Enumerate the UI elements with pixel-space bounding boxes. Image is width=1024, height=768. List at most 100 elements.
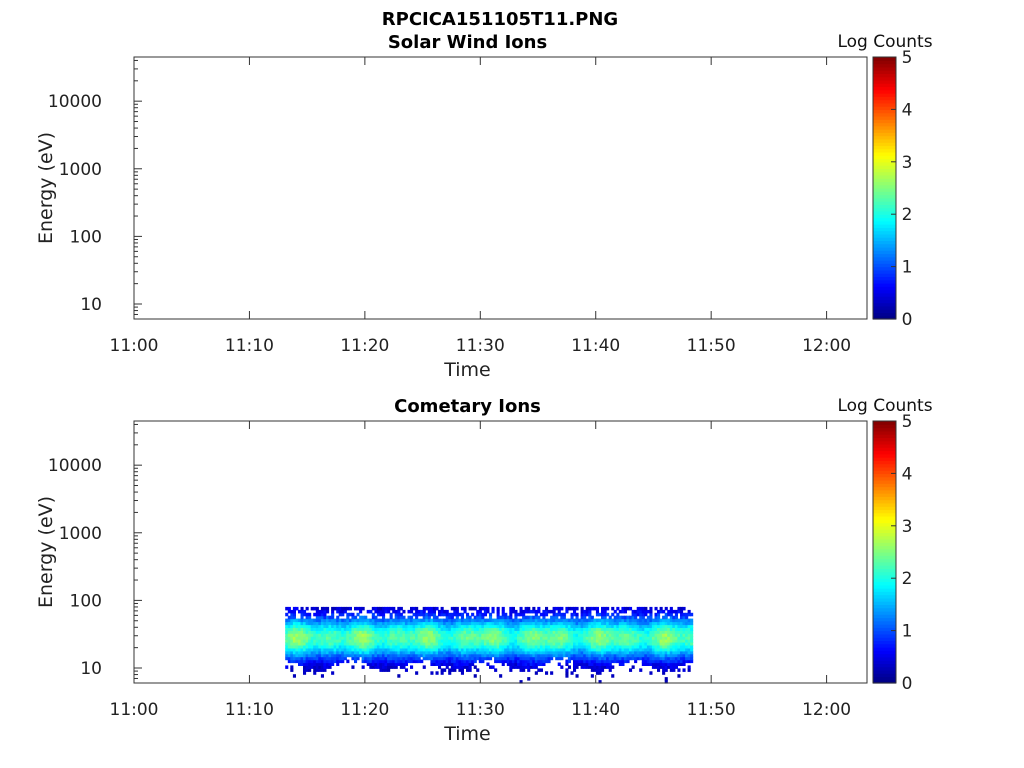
- spectrogram-cell: [354, 618, 358, 623]
- spectrogram-cell: [318, 647, 322, 652]
- spectrogram-cell: [387, 609, 391, 614]
- spectrogram-cell: [412, 627, 416, 631]
- spectrogram-cell: [476, 627, 480, 631]
- spectrogram-cell: [542, 662, 546, 666]
- spectrogram-cell: [392, 653, 396, 658]
- spectrogram-cell: [504, 627, 508, 631]
- spectrogram-cell: [394, 665, 398, 669]
- spectrogram-cell: [387, 645, 391, 649]
- spectrogram-cell: [634, 615, 638, 620]
- spectrogram-cell: [649, 653, 653, 658]
- spectrogram-cell: [687, 665, 691, 669]
- spectrogram-cell: [646, 659, 650, 664]
- spectrogram-cell: [654, 656, 658, 661]
- spectrogram-cell: [397, 624, 401, 628]
- spectrogram-cell: [318, 627, 322, 631]
- spectrogram-cell: [519, 653, 523, 658]
- spectrogram-cell: [585, 659, 589, 664]
- spectrogram-cell: [595, 642, 599, 646]
- spectrogram-cell: [631, 627, 635, 631]
- spectrogram-cell: [499, 621, 503, 626]
- spectrogram-cell: [667, 639, 671, 643]
- spectrogram-cell: [532, 609, 536, 614]
- spectrogram-cell: [585, 645, 589, 649]
- spectrogram-cell: [613, 656, 617, 661]
- spectrogram-cell: [567, 642, 571, 646]
- colorbar-segment: [873, 620, 896, 625]
- spectrogram-cell: [369, 636, 373, 640]
- spectrogram-cell: [565, 662, 569, 666]
- spectrogram-cell: [611, 665, 615, 669]
- spectrogram-cell: [384, 645, 388, 649]
- spectrogram-cell: [667, 642, 671, 646]
- spectrogram-cell: [392, 627, 396, 631]
- spectrogram-cell: [562, 642, 566, 646]
- spectrogram-cell: [534, 671, 538, 675]
- spectrogram-cell: [478, 639, 482, 643]
- spectrogram-cell: [611, 659, 615, 664]
- spectrogram-cell: [623, 650, 627, 655]
- spectrogram-cell: [519, 618, 523, 623]
- spectrogram-cell: [545, 609, 549, 614]
- spectrogram-cell: [343, 642, 347, 646]
- spectrogram-cell: [616, 624, 620, 628]
- spectrogram-cell: [547, 656, 551, 661]
- spectrogram-cell: [489, 624, 493, 628]
- spectrogram-cell: [506, 647, 510, 652]
- colorbar-segment: [873, 640, 896, 645]
- spectrogram-cell: [631, 636, 635, 640]
- spectrogram-cell: [687, 639, 691, 643]
- spectrogram-cell: [351, 653, 355, 658]
- spectrogram-cell: [326, 647, 330, 652]
- spectrogram-cell: [443, 639, 447, 643]
- spectrogram-cell: [382, 624, 386, 628]
- spectrogram-cell: [343, 636, 347, 640]
- spectrogram-cell: [578, 639, 582, 643]
- spectrogram-cell: [308, 642, 312, 646]
- spectrogram-cell: [417, 653, 421, 658]
- colorbar-segment: [873, 151, 896, 156]
- spectrogram-cell: [649, 627, 653, 631]
- spectrogram-cell: [473, 645, 477, 649]
- spectrogram-cell: [613, 650, 617, 655]
- spectrogram-cell: [603, 612, 607, 617]
- spectrogram-cell: [524, 636, 528, 640]
- colorbar-segment: [873, 210, 896, 215]
- spectrogram-cell: [450, 621, 454, 626]
- spectrogram-cell: [537, 656, 541, 661]
- spectrogram-cell: [417, 645, 421, 649]
- spectrogram-cell: [580, 609, 584, 614]
- spectrogram-cell: [374, 609, 378, 614]
- spectrogram-cell: [623, 615, 627, 620]
- spectrogram-cell: [511, 650, 515, 655]
- spectrogram-cell: [649, 606, 653, 611]
- spectrogram-cell: [662, 624, 666, 628]
- spectrogram-cell: [616, 618, 620, 623]
- spectrogram-cell: [608, 668, 612, 672]
- spectrogram-cell: [392, 639, 396, 643]
- spectrogram-cell: [440, 662, 444, 666]
- spectrogram-cell: [295, 624, 299, 628]
- spectrogram-cell: [420, 630, 424, 634]
- spectrogram-cell: [415, 642, 419, 646]
- spectrogram-cell: [460, 633, 464, 637]
- spectrogram-cell: [336, 645, 340, 649]
- spectrogram-cell: [649, 650, 653, 655]
- spectrogram-cell: [369, 624, 373, 628]
- spectrogram-cell: [489, 639, 493, 643]
- spectrogram-cell: [680, 633, 684, 637]
- spectrogram-cell: [682, 668, 686, 672]
- spectrogram-cell: [300, 606, 304, 611]
- spectrogram-cell: [626, 650, 630, 655]
- spectrogram-cell: [649, 630, 653, 634]
- spectrogram-cell: [364, 639, 368, 643]
- spectrogram-cell: [287, 659, 291, 664]
- colorbar-segment: [873, 440, 896, 445]
- spectrogram-cell: [435, 639, 439, 643]
- spectrogram-cell: [588, 653, 592, 658]
- spectrogram-cell: [440, 668, 444, 672]
- spectrogram-cell: [463, 633, 467, 637]
- spectrogram-cell: [298, 630, 302, 634]
- spectrogram-cell: [463, 621, 467, 626]
- spectrogram-cell: [483, 609, 487, 614]
